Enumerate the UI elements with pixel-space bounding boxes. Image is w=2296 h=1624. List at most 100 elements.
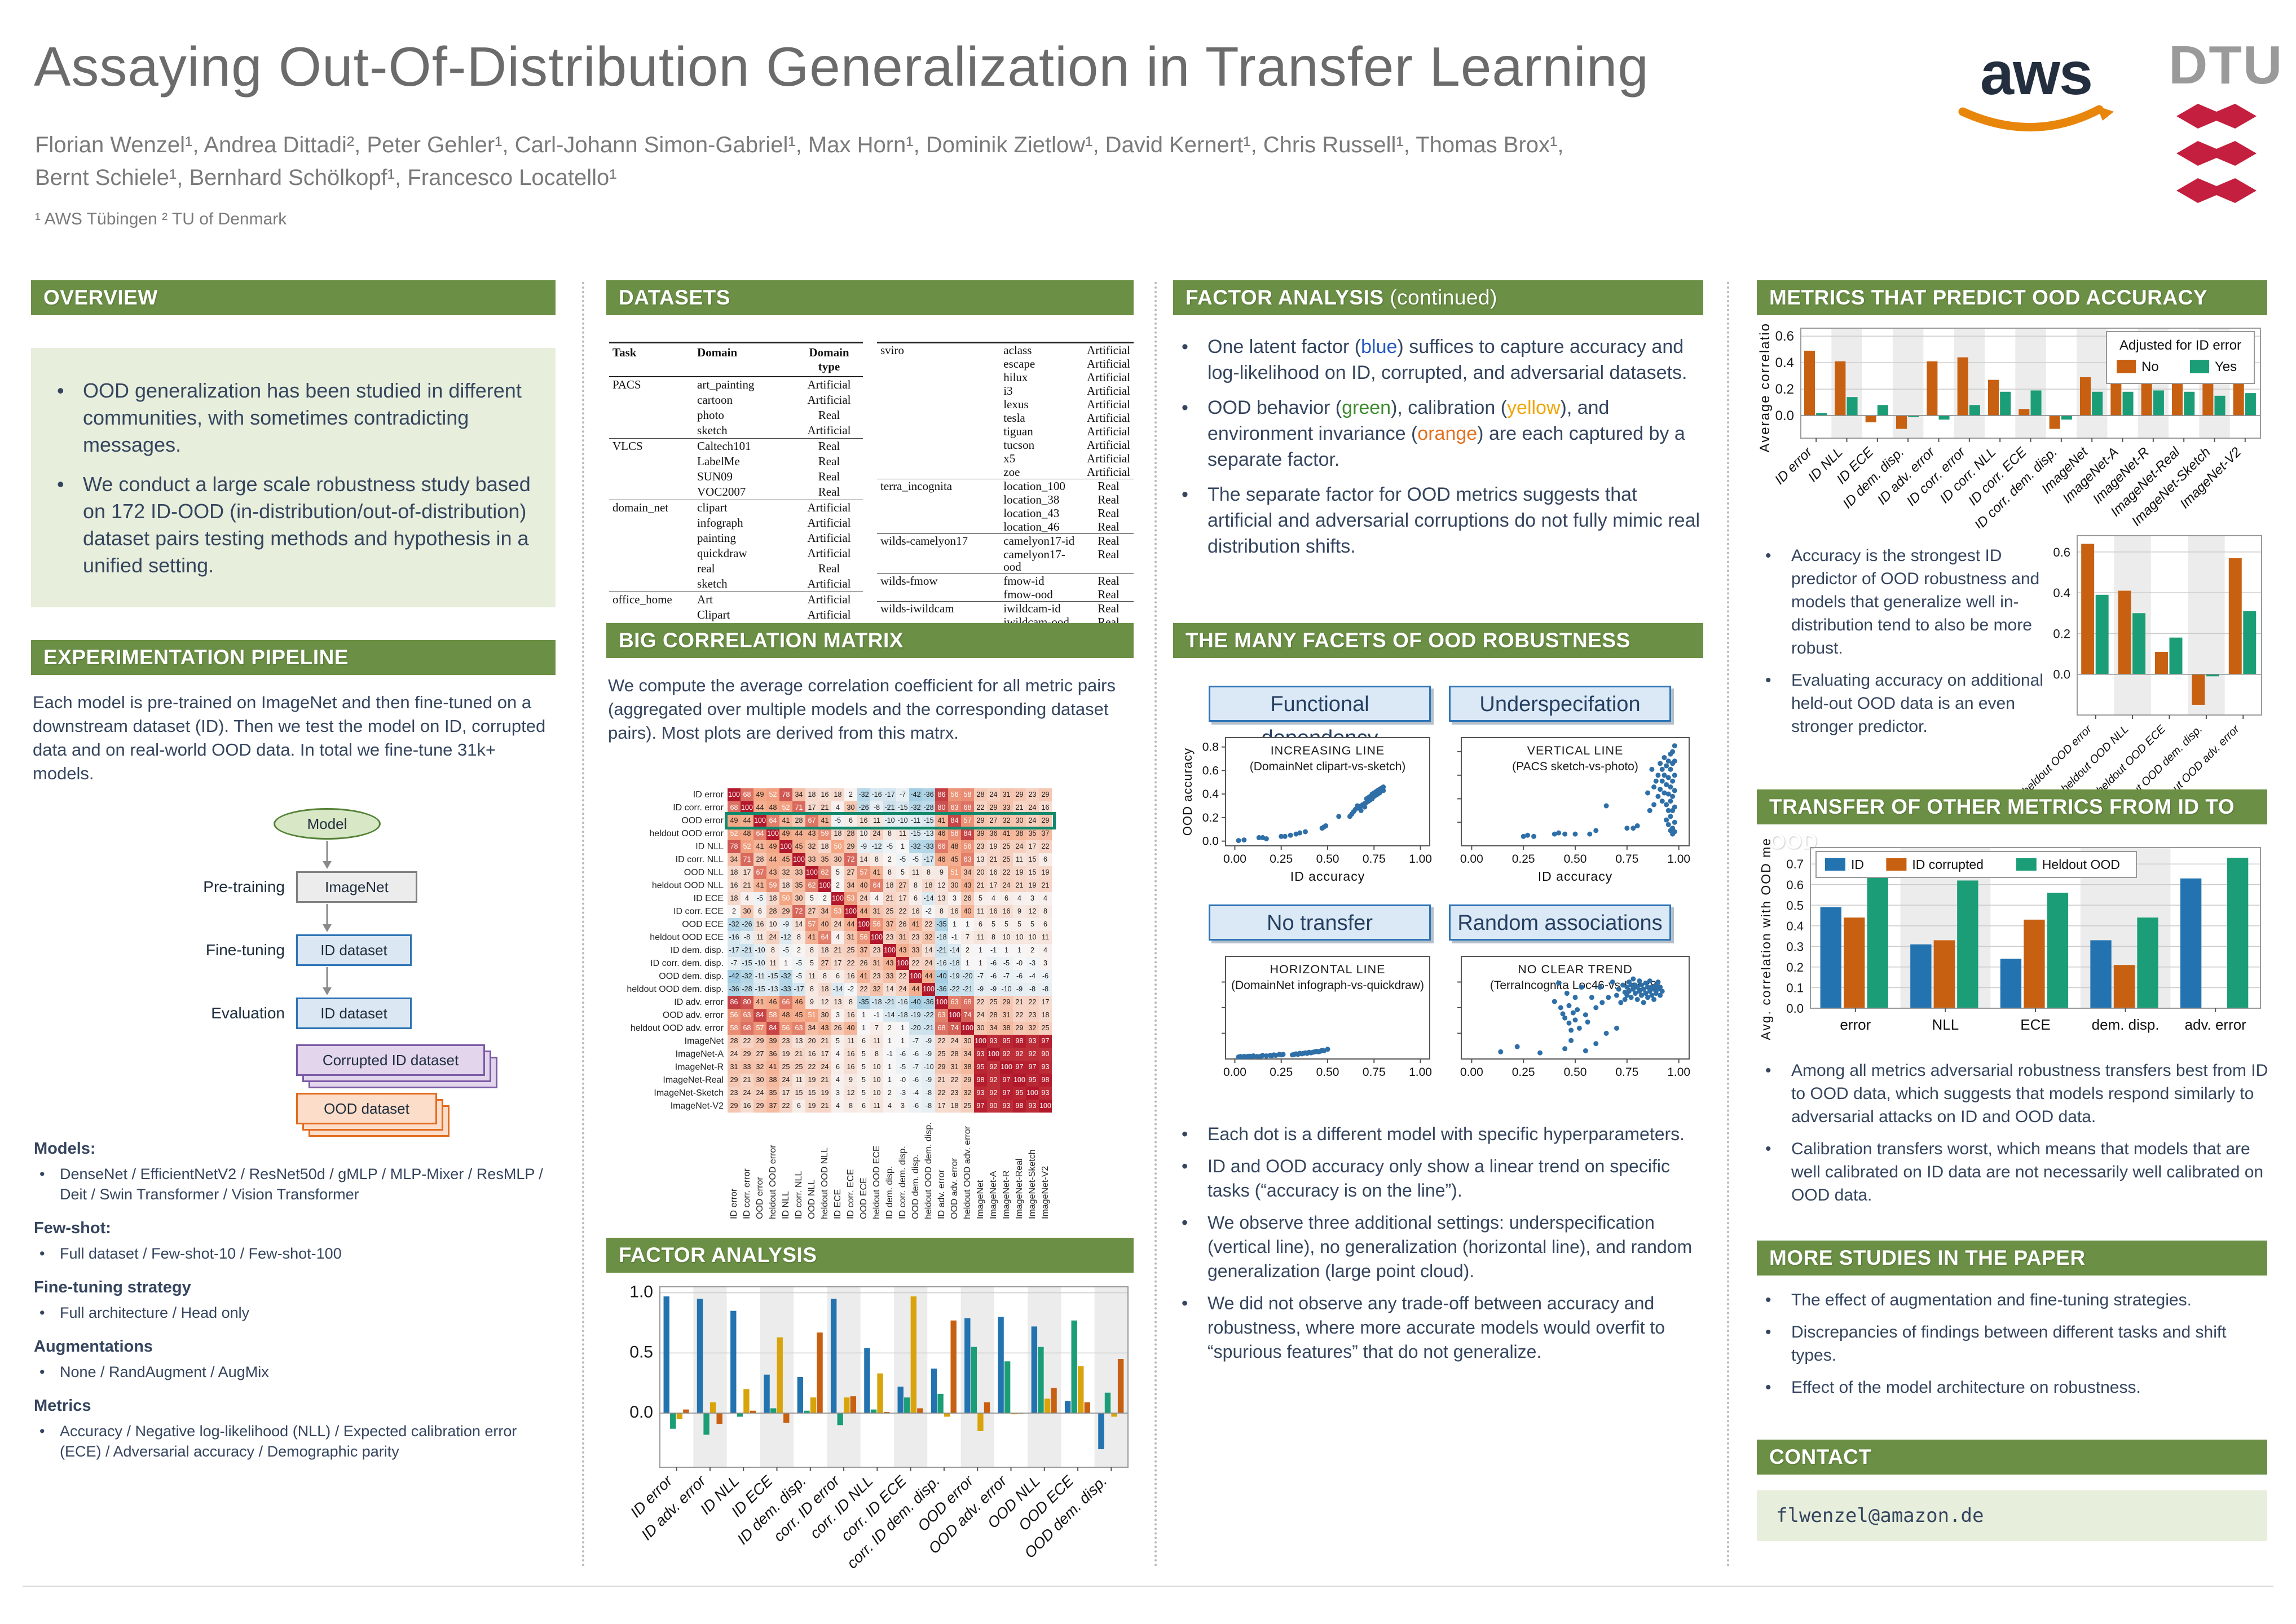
matrix-col-label: ImageNet-V2 <box>1040 1166 1050 1219</box>
matrix-cell: 5 <box>857 1048 870 1061</box>
matrix-cell: 17 <box>1026 840 1039 853</box>
domain-type-cell: Artificial <box>807 608 851 621</box>
matrix-row-label: ID error <box>693 790 724 800</box>
matrix-cell: 37 <box>857 944 870 957</box>
svg-text:0.4: 0.4 <box>2053 586 2070 600</box>
svg-text:0.75: 0.75 <box>1363 1066 1386 1079</box>
matrix-cell: 30 <box>961 1035 974 1048</box>
matrix-cell: 16 <box>1000 905 1013 918</box>
matrix-row-label: heldout OOD ECE <box>650 933 724 942</box>
bullet-dot: • <box>1765 1378 1771 1397</box>
factor-analysis-chart: 0.0 0.5 1.0 ID error ID adv. error ID NLL ID E… <box>606 1276 1134 1586</box>
matrix-row-label: ID ECE <box>693 894 724 903</box>
matrix-cell: 43 <box>766 866 779 879</box>
matrix-cell: 17 <box>831 957 844 970</box>
matrix-col-label: OOD NLL <box>807 1179 817 1219</box>
matrix-cell: -40 <box>909 996 922 1009</box>
matrix-cell: -12 <box>779 931 792 944</box>
matrix-cell: 16 <box>818 788 831 801</box>
bullet-dot: • <box>1182 1212 1188 1233</box>
matrix-cell: 22 <box>948 1074 961 1087</box>
matrix-cell: 33 <box>909 944 922 957</box>
matrix-cell: 100 <box>935 996 948 1009</box>
svg-text:0.2: 0.2 <box>2053 626 2070 641</box>
domain-type-cell: Real <box>818 470 840 483</box>
matrix-cell: 100 <box>961 1022 974 1035</box>
domain-type-cell: Artificial <box>807 531 851 545</box>
matrix-cell: 74 <box>948 1022 961 1035</box>
matrix-cell: 18 <box>766 892 779 905</box>
matrix-cell: 29 <box>961 1074 974 1087</box>
matrix-cell: -22 <box>922 1009 935 1022</box>
matrix-cell: 45 <box>792 1009 805 1022</box>
matrix-row: ID NLL 78 52 41 49 100 45 32 18 50 29 -9 -12 -5 1 -32 -3… <box>612 840 1052 853</box>
dtu-mark-icon <box>2176 104 2257 203</box>
svg-text:No: No <box>2141 359 2159 374</box>
matrix-col-label: ID adv. error <box>936 1170 946 1219</box>
matrix-cell: -6 <box>909 1048 922 1061</box>
matrix-cell: 41 <box>935 814 948 827</box>
matrix-cell: 41 <box>753 840 766 853</box>
matrix-cell: 30 <box>741 905 753 918</box>
matrix-cell: -18 <box>948 957 961 970</box>
facets-bullets: • Each dot is a different model with spec… <box>1175 1122 1711 1372</box>
matrix-cell: 100 <box>857 918 870 931</box>
domain-type-cell: Real <box>1098 574 1120 588</box>
table-row: infograph Artificial <box>609 515 863 531</box>
matrix-cell: 31 <box>948 1061 961 1074</box>
matrix-cell: 29 <box>935 1061 948 1074</box>
matrix-cell: 21 <box>792 1048 805 1061</box>
matrix-cell: 8 <box>935 905 948 918</box>
heldout-predictors-chart: 0.0 0.2 0.4 0.6 heldout OOD error heldout OOD… <box>1963 529 2267 817</box>
domain-type-cell: Artificial <box>1087 438 1130 452</box>
matrix-cell: 23 <box>883 931 896 944</box>
table-row: fmow-ood Real <box>877 588 1134 602</box>
matrix-cell: 17 <box>818 1048 831 1061</box>
matrix-cell: 21 <box>818 1035 831 1048</box>
page-title: Assaying Out-Of-Distribution Generalizat… <box>34 36 1649 98</box>
matrix-cell: -1 <box>883 1048 896 1061</box>
matrix-cell: 2 <box>818 892 831 905</box>
matrix-cell: 64 <box>818 931 831 944</box>
matrix-highlight-box <box>725 812 1056 829</box>
matrix-cell: -35 <box>857 996 870 1009</box>
matrix-cell: 95 <box>1013 1087 1026 1100</box>
matrix-cell: 100 <box>909 970 922 983</box>
matrix-cell: 2 <box>728 905 741 918</box>
matrix-row: ImageNet 28 22 29 39 23 13 20 21 5 11 6 11 1 1 -7 -9 22 24… <box>612 1035 1052 1048</box>
matrix-cell: 84 <box>961 827 974 840</box>
matrix-cell: 11 <box>766 957 779 970</box>
matrix-cell: 56 <box>728 1009 741 1022</box>
matrix-cell: 52 <box>728 827 741 840</box>
group-heading: Augmentations <box>34 1338 153 1356</box>
task-cell <box>877 452 1000 465</box>
matrix-cell: -16 <box>728 931 741 944</box>
matrix-cell: -5 <box>896 1061 909 1074</box>
table-row: office_home Art Artificial <box>609 592 863 608</box>
matrix-cell: 1 <box>857 1022 870 1035</box>
matrix-cell: 16 <box>844 1009 857 1022</box>
matrix-cell: 41 <box>1000 827 1013 840</box>
domain-type-cell: Artificial <box>807 423 851 437</box>
matrix-cell: 100 <box>987 1048 1000 1061</box>
matrix-cell: 46 <box>766 996 779 1009</box>
matrix-col-label: ID corr. NLL <box>794 1171 804 1219</box>
task-cell <box>609 423 694 439</box>
metrics-bullets: • Accuracy is the strongest ID predictor … <box>1759 544 2043 747</box>
matrix-cell: -1 <box>870 1009 883 1022</box>
matrix-cell: 33 <box>805 853 818 866</box>
task-cell <box>609 484 694 500</box>
matrix-cell: -2 <box>922 905 935 918</box>
matrix-cell: 66 <box>935 840 948 853</box>
factor-continued-bullets: • One latent factor (blue) suffices to ca… <box>1175 334 1702 568</box>
matrix-cell: 18 <box>883 879 896 892</box>
matrix-cell: 16 <box>741 1100 753 1113</box>
svg-text:0.7: 0.7 <box>1786 857 1804 871</box>
task-cell: terra_incognita <box>880 479 953 493</box>
task-cell <box>609 576 694 592</box>
domain-type-cell: Real <box>1098 588 1120 601</box>
matrix-cell: 52 <box>766 788 779 801</box>
matrix-cell: -11 <box>753 970 766 983</box>
matrix-cell: 1 <box>948 918 961 931</box>
domain-cell: LabelMe <box>697 454 740 468</box>
